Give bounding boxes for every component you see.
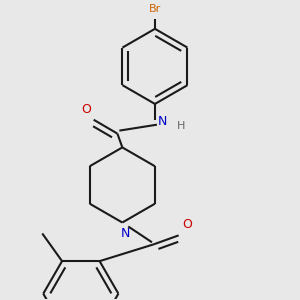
- Text: N: N: [158, 115, 167, 128]
- Text: H: H: [177, 121, 185, 131]
- Text: O: O: [81, 103, 91, 116]
- Text: O: O: [183, 218, 193, 231]
- Text: N: N: [121, 227, 130, 241]
- Text: Br: Br: [149, 4, 161, 14]
